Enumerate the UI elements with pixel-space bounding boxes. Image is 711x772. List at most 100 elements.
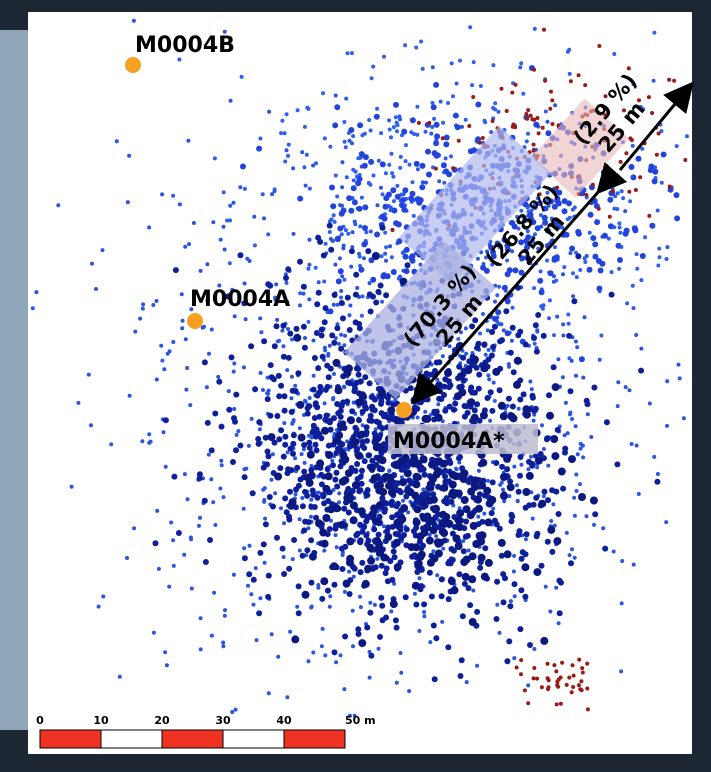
point xyxy=(434,413,443,422)
point xyxy=(639,278,644,283)
point xyxy=(211,500,216,505)
point xyxy=(426,480,435,489)
point xyxy=(256,145,263,152)
point xyxy=(310,386,317,393)
point xyxy=(343,228,348,233)
point xyxy=(486,347,491,352)
point xyxy=(532,117,537,122)
point xyxy=(319,353,326,360)
arrow xyxy=(411,162,628,405)
point xyxy=(338,300,345,306)
point xyxy=(391,199,396,204)
point xyxy=(281,344,286,349)
point xyxy=(514,483,519,488)
point xyxy=(382,411,389,418)
point xyxy=(421,414,430,423)
point xyxy=(255,440,262,447)
point xyxy=(341,243,346,248)
point xyxy=(477,564,484,571)
point xyxy=(652,454,657,459)
point xyxy=(218,237,223,242)
point xyxy=(667,77,672,82)
point xyxy=(309,497,314,502)
point xyxy=(454,522,463,531)
point xyxy=(623,385,628,390)
point xyxy=(522,488,531,496)
point xyxy=(551,452,560,461)
point xyxy=(578,482,582,487)
point xyxy=(345,51,350,56)
point xyxy=(475,385,482,392)
point xyxy=(492,398,497,403)
point xyxy=(677,376,682,381)
point xyxy=(555,683,560,688)
point xyxy=(480,572,489,581)
point xyxy=(532,322,539,329)
point xyxy=(400,250,405,255)
point xyxy=(281,571,288,577)
point xyxy=(365,452,372,459)
point xyxy=(371,173,376,178)
point xyxy=(443,156,448,161)
point xyxy=(450,586,459,595)
point xyxy=(499,463,506,470)
point xyxy=(448,480,457,489)
point xyxy=(322,514,331,522)
point xyxy=(187,242,191,247)
point xyxy=(427,121,432,125)
point xyxy=(473,364,480,371)
point xyxy=(468,25,473,30)
point xyxy=(127,153,132,158)
point xyxy=(612,52,617,56)
point xyxy=(330,458,335,463)
point xyxy=(307,297,312,302)
point xyxy=(390,548,397,555)
point xyxy=(359,559,366,566)
point xyxy=(320,577,329,586)
point xyxy=(562,449,568,456)
point xyxy=(516,406,521,411)
point xyxy=(94,287,98,291)
point xyxy=(230,459,236,465)
point xyxy=(475,136,482,143)
point xyxy=(420,180,425,185)
point xyxy=(331,581,338,588)
point xyxy=(507,349,514,356)
point xyxy=(483,352,488,357)
point xyxy=(367,609,374,616)
point xyxy=(324,472,333,481)
point xyxy=(592,253,599,260)
point xyxy=(568,560,574,567)
point xyxy=(571,271,575,276)
point xyxy=(505,395,512,402)
point xyxy=(382,54,386,59)
point xyxy=(481,341,488,348)
point xyxy=(225,218,230,223)
point xyxy=(383,171,388,176)
point xyxy=(197,523,201,528)
point xyxy=(267,433,276,442)
point xyxy=(471,95,476,99)
point xyxy=(318,481,325,488)
point xyxy=(256,419,263,426)
point xyxy=(630,174,637,181)
point xyxy=(617,266,622,271)
point xyxy=(446,403,453,410)
point xyxy=(196,475,203,482)
point xyxy=(228,98,233,103)
point xyxy=(232,407,237,411)
point xyxy=(496,525,503,532)
point xyxy=(315,289,322,296)
point xyxy=(379,224,386,231)
point xyxy=(375,106,380,111)
point xyxy=(596,206,601,211)
point xyxy=(519,61,524,66)
point xyxy=(260,541,267,548)
point xyxy=(411,213,416,218)
point xyxy=(566,321,571,326)
point xyxy=(555,185,560,190)
point xyxy=(510,305,515,310)
point xyxy=(597,357,602,362)
point xyxy=(440,162,447,169)
point xyxy=(425,536,434,545)
